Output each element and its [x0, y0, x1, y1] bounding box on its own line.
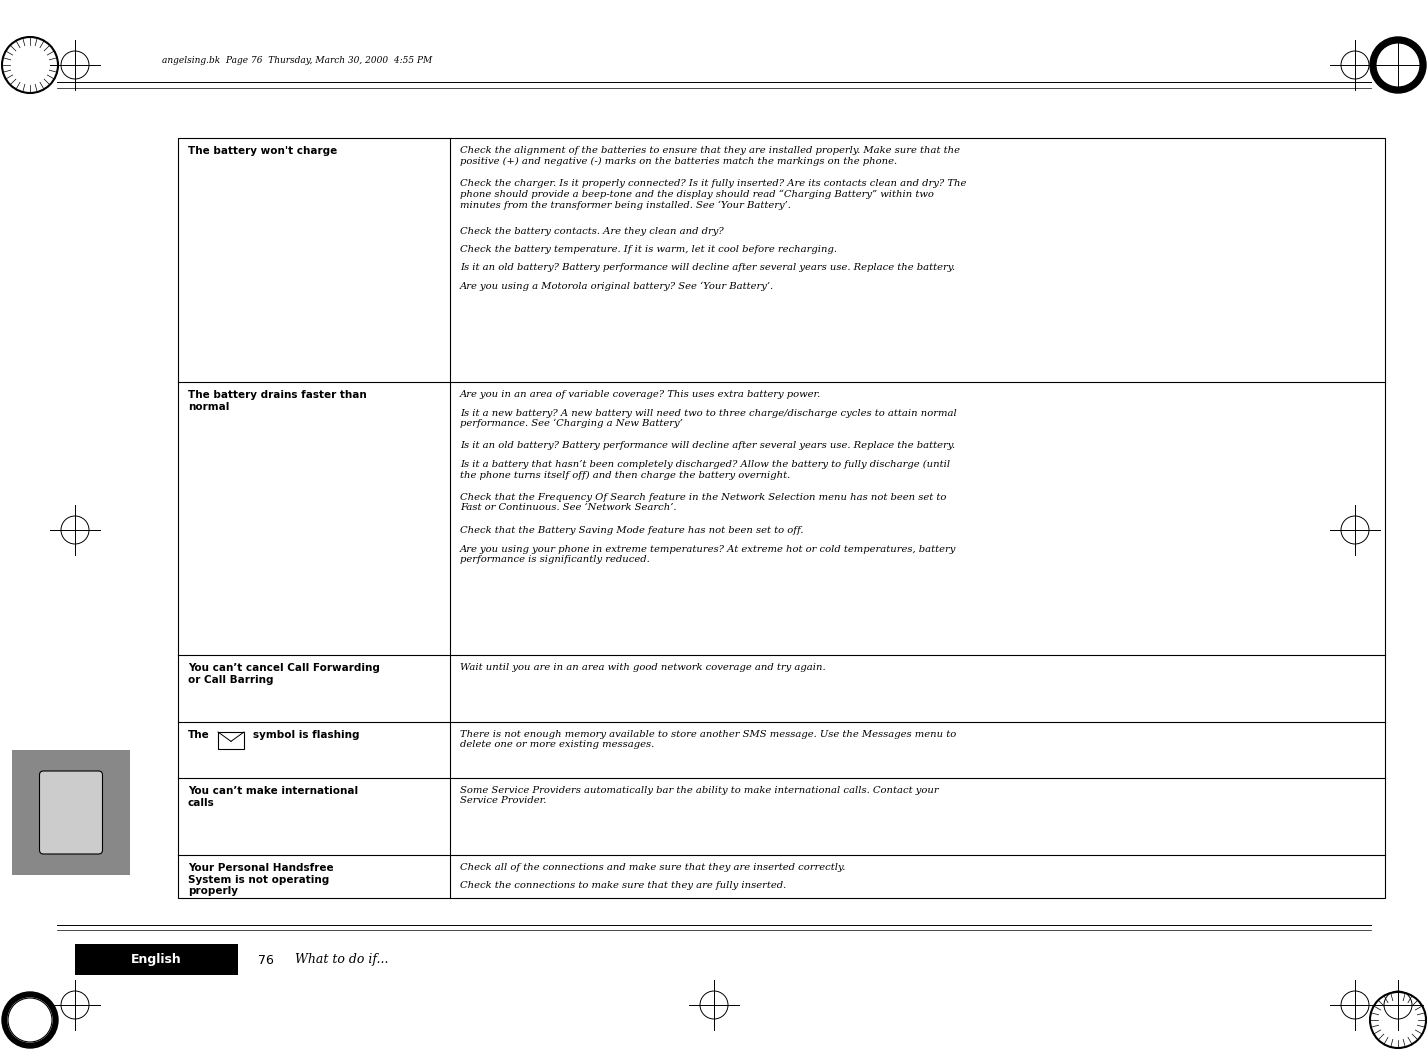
- Bar: [76, 944, 238, 975]
- Text: Check the charger. Is it properly connected? Is it fully inserted? Are its conta: Check the charger. Is it properly connec…: [460, 179, 967, 210]
- Circle shape: [1377, 44, 1419, 87]
- Text: There is not enough memory available to store another SMS message. Use the Messa: There is not enough memory available to …: [460, 730, 957, 749]
- Text: Are you in an area of variable coverage? This uses extra battery power.: Are you in an area of variable coverage?…: [460, 390, 821, 399]
- Bar: [178, 138, 1385, 898]
- Text: What to do if...: What to do if...: [296, 954, 388, 967]
- Text: Check the battery contacts. Are they clean and dry?: Check the battery contacts. Are they cle…: [460, 226, 724, 236]
- Text: Are you using your phone in extreme temperatures? At extreme hot or cold tempera: Are you using your phone in extreme temp…: [460, 544, 957, 563]
- Bar: [218, 732, 244, 749]
- Circle shape: [9, 998, 51, 1042]
- Text: Your Personal Handsfree
System is not operating
properly: Your Personal Handsfree System is not op…: [188, 863, 334, 897]
- Bar: [11, 750, 130, 875]
- Text: Check that the Frequency Of Search feature in the Network Selection menu has not: Check that the Frequency Of Search featu…: [460, 493, 947, 512]
- Text: Is it an old battery? Battery performance will decline after several years use. : Is it an old battery? Battery performanc…: [460, 441, 955, 451]
- Text: Is it a battery that hasn’t been completely discharged? Allow the battery to ful: Is it a battery that hasn’t been complet…: [460, 460, 950, 480]
- Text: Check all of the connections and make sure that they are inserted correctly.: Check all of the connections and make su…: [460, 863, 845, 872]
- Text: Check the battery temperature. If it is warm, let it cool before recharging.: Check the battery temperature. If it is …: [460, 245, 837, 254]
- Text: Is it an old battery? Battery performance will decline after several years use. : Is it an old battery? Battery performanc…: [460, 263, 955, 273]
- Circle shape: [1369, 37, 1427, 93]
- Circle shape: [1, 992, 59, 1048]
- Text: 76: 76: [258, 954, 274, 967]
- Text: Wait until you are in an area with good network coverage and try again.: Wait until you are in an area with good …: [460, 663, 825, 672]
- Text: Are you using a Motorola original battery? See ‘Your Battery’.: Are you using a Motorola original batter…: [460, 282, 774, 292]
- Text: Is it a new battery? A new battery will need two to three charge/discharge cycle: Is it a new battery? A new battery will …: [460, 408, 957, 429]
- Text: Check the alignment of the batteries to ensure that they are installed properly.: Check the alignment of the batteries to …: [460, 146, 960, 166]
- Text: Check that the Battery Saving Mode feature has not been set to off.: Check that the Battery Saving Mode featu…: [460, 526, 804, 535]
- Text: Check the connections to make sure that they are fully inserted.: Check the connections to make sure that …: [460, 882, 787, 890]
- Text: The: The: [188, 730, 210, 740]
- Text: The battery won't charge: The battery won't charge: [188, 146, 337, 156]
- FancyBboxPatch shape: [40, 771, 103, 854]
- Text: The battery drains faster than
normal: The battery drains faster than normal: [188, 390, 367, 412]
- Text: English: English: [131, 953, 181, 966]
- Text: angelsing.bk  Page 76  Thursday, March 30, 2000  4:55 PM: angelsing.bk Page 76 Thursday, March 30,…: [161, 56, 433, 65]
- Text: You can’t cancel Call Forwarding
or Call Barring: You can’t cancel Call Forwarding or Call…: [188, 663, 380, 684]
- Text: symbol is flashing: symbol is flashing: [253, 730, 360, 740]
- Text: You can’t make international
calls: You can’t make international calls: [188, 786, 358, 807]
- Text: Some Service Providers automatically bar the ability to make international calls: Some Service Providers automatically bar…: [460, 786, 938, 805]
